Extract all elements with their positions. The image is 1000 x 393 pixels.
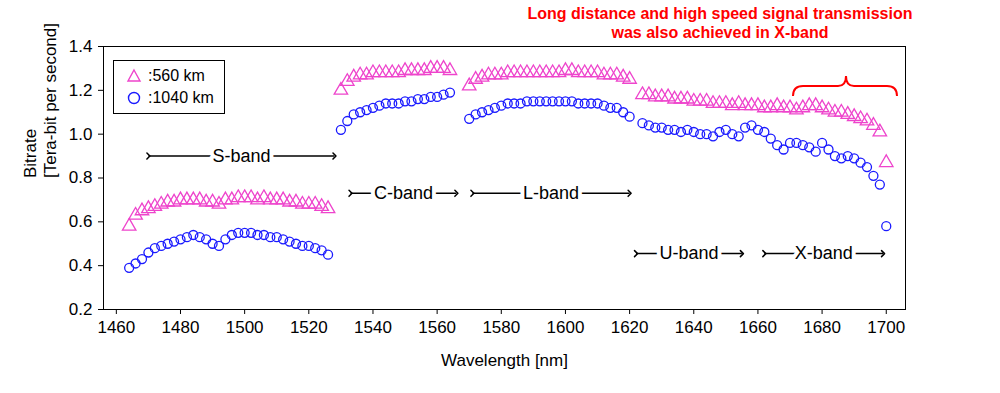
html-text::560 km: :560 km — [148, 67, 205, 84]
svg-text:1540: 1540 — [354, 318, 392, 337]
svg-text:1.2: 1.2 — [69, 81, 93, 100]
svg-text:L-band: L-band — [523, 183, 579, 203]
svg-text:1640: 1640 — [675, 318, 713, 337]
svg-text:0.6: 0.6 — [69, 212, 93, 231]
svg-text:Bitrate[Tera-bit per second]: Bitrate[Tera-bit per second] — [21, 23, 60, 178]
svg-text:1680: 1680 — [803, 318, 841, 337]
svg-text:1480: 1480 — [162, 318, 200, 337]
svg-text:1460: 1460 — [97, 318, 135, 337]
svg-text:1620: 1620 — [611, 318, 649, 337]
svg-text:1520: 1520 — [290, 318, 328, 337]
svg-text:1560: 1560 — [418, 318, 456, 337]
svg-text:C-band: C-band — [374, 183, 433, 203]
svg-text:1700: 1700 — [867, 318, 905, 337]
svg-text:S-band: S-band — [212, 146, 270, 166]
html-text:Long distance and high speed s: Long distance and high speed signal tran… — [527, 5, 913, 41]
svg-text:1.0: 1.0 — [69, 125, 93, 144]
svg-text:1500: 1500 — [226, 318, 264, 337]
svg-text:X-band: X-band — [795, 243, 853, 263]
svg-text:1580: 1580 — [482, 318, 520, 337]
svg-text:1.4: 1.4 — [69, 37, 93, 56]
svg-text:1660: 1660 — [739, 318, 777, 337]
svg-text:0.2: 0.2 — [69, 300, 93, 319]
svg-text:U-band: U-band — [659, 243, 718, 263]
svg-text:0.8: 0.8 — [69, 168, 93, 187]
svg-text:Wavelength [nm]: Wavelength [nm] — [441, 351, 568, 370]
svg-text:1600: 1600 — [547, 318, 585, 337]
html-text::1040 km: :1040 km — [148, 89, 214, 106]
svg-text:0.4: 0.4 — [69, 256, 93, 275]
